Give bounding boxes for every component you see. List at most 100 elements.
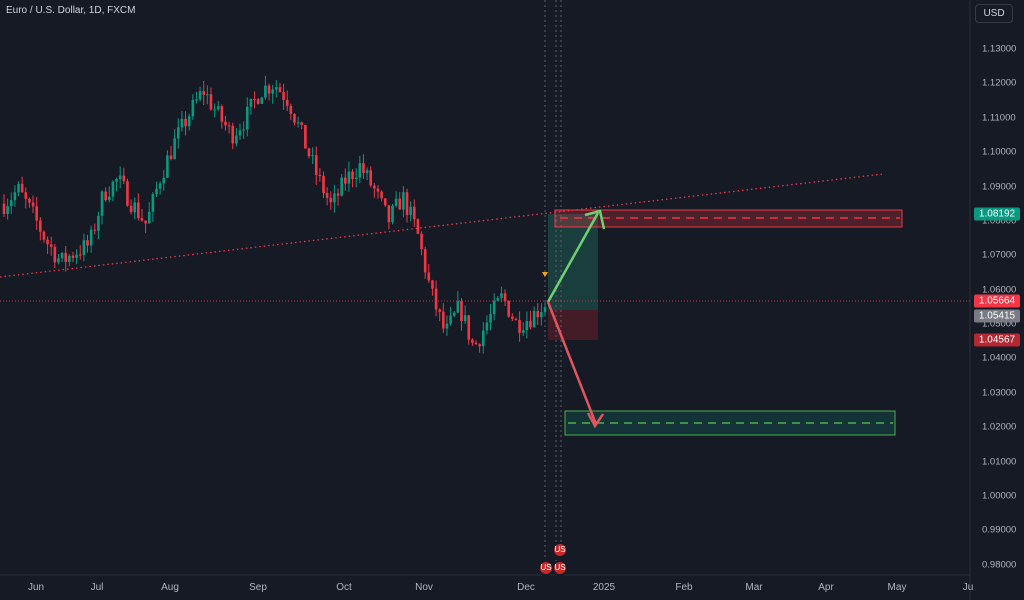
candle-body — [122, 175, 126, 182]
time-tick-label: Aug — [161, 582, 179, 593]
candle-body — [293, 113, 296, 123]
candle-body — [423, 249, 427, 273]
candle-body — [166, 155, 169, 178]
candle-body — [456, 300, 460, 313]
candle-body — [344, 177, 347, 184]
candle-body — [195, 99, 198, 101]
candle-body — [107, 196, 111, 201]
candle-body — [307, 148, 311, 157]
candle-body — [362, 163, 365, 174]
price-badge: 1.08192 — [974, 207, 1020, 221]
candle-body — [198, 91, 202, 100]
price-badge: 1.05664 — [974, 294, 1020, 308]
candle-body — [474, 342, 478, 345]
bullish-arrow[interactable] — [546, 212, 600, 303]
us-flag-icon[interactable]: US — [552, 542, 568, 558]
bearish-arrow[interactable] — [546, 301, 598, 425]
candle-body — [329, 197, 333, 203]
candle-body — [184, 118, 187, 127]
candle-body — [20, 183, 24, 193]
candle-body — [216, 106, 220, 110]
candle-body — [6, 206, 9, 214]
price-tick-label: 1.13000 — [982, 43, 1017, 55]
candle-body — [24, 192, 28, 199]
candle-body — [358, 163, 362, 178]
candle-body — [126, 181, 129, 206]
candle-body — [220, 106, 224, 122]
candle-body — [100, 191, 104, 216]
candle-body — [394, 198, 398, 206]
candle-body — [89, 229, 93, 246]
price-tick-label: 0.98000 — [982, 559, 1017, 571]
candle-body — [318, 174, 322, 176]
candle-body — [402, 192, 405, 210]
candle-body — [478, 344, 481, 347]
candle-body — [387, 205, 391, 223]
candle-body — [202, 91, 205, 95]
time-tick-label: Ju — [962, 582, 974, 593]
candle-body — [536, 310, 540, 318]
candle-body — [249, 98, 253, 107]
candle-body — [507, 300, 510, 317]
candle-body — [481, 330, 485, 347]
candle-body — [264, 85, 267, 98]
candle-body — [75, 254, 78, 258]
candle-body — [35, 206, 38, 221]
candle-body — [224, 121, 227, 126]
currency-button[interactable]: USD — [975, 4, 1013, 23]
candle-body — [173, 138, 176, 160]
candle-body — [206, 94, 209, 96]
candle-body — [471, 339, 474, 343]
candle-body — [133, 202, 137, 213]
candle-body — [140, 218, 144, 221]
candle-body — [278, 87, 282, 93]
time-tick-label: Oct — [336, 582, 352, 593]
candle-body — [314, 155, 318, 175]
candle-body — [151, 194, 155, 212]
candle-body — [158, 183, 162, 189]
us-flag-icon[interactable]: US — [552, 560, 568, 576]
high-marker-icon — [542, 272, 548, 277]
candle-body — [64, 252, 68, 262]
symbol-title[interactable]: Euro / U.S. Dollar, 1D, FXCM — [6, 5, 136, 16]
candle-body — [340, 177, 343, 196]
time-tick-label: May — [887, 582, 907, 593]
candle-body — [434, 288, 438, 310]
candle-body — [115, 179, 118, 182]
candle-body — [445, 323, 449, 329]
candle-body — [275, 87, 278, 90]
candle-body — [137, 202, 140, 219]
candle-body — [49, 244, 53, 247]
candle-body — [376, 188, 380, 192]
candle-body — [391, 205, 394, 223]
candle-body — [514, 318, 518, 321]
candle-body — [231, 125, 235, 144]
candle-body — [409, 206, 412, 216]
candle-body — [260, 97, 264, 104]
candle-body — [144, 220, 147, 224]
price-tick-label: 1.03000 — [982, 387, 1017, 399]
price-tick-label: 1.06000 — [982, 284, 1017, 296]
candle-body — [242, 129, 245, 131]
candle-body — [322, 175, 325, 194]
candle-body — [9, 200, 13, 207]
candle-body — [431, 280, 434, 289]
candle-body — [442, 311, 445, 329]
price-tick-label: 1.10000 — [982, 146, 1017, 158]
price-tick-label: 1.00000 — [982, 490, 1017, 502]
candle-body — [369, 170, 373, 186]
candle-body — [129, 205, 133, 213]
time-tick-label: Jul — [90, 582, 104, 593]
candle-body — [28, 198, 31, 203]
candle-body — [325, 193, 329, 198]
candle-body — [82, 240, 86, 255]
candle-body — [68, 255, 71, 262]
time-tick-label: Sep — [249, 582, 267, 593]
candle-body — [354, 177, 358, 180]
candle-body — [492, 300, 496, 315]
candle-body — [289, 105, 293, 114]
candle-body — [521, 330, 525, 333]
candle-body — [347, 171, 351, 184]
candle-body — [460, 300, 463, 322]
